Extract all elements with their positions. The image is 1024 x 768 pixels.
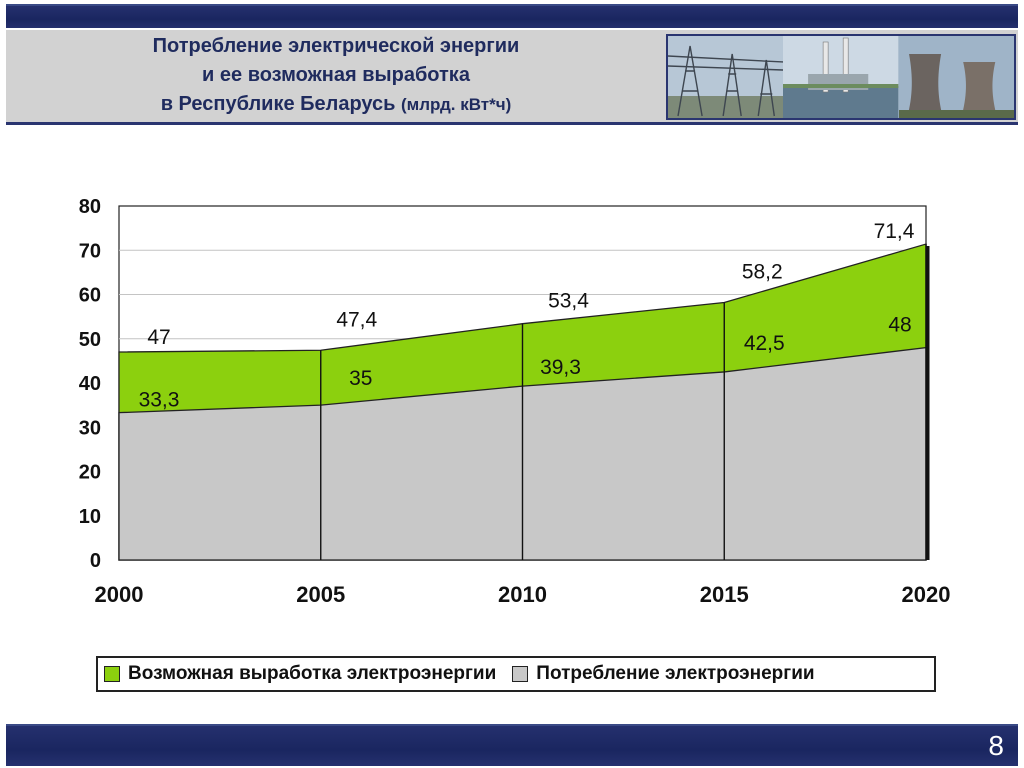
substation-photo <box>668 36 784 118</box>
top-decor-bar <box>0 0 1024 28</box>
legend-swatch-generation <box>104 666 120 682</box>
y-tick-label: 40 <box>79 373 101 395</box>
x-tick-label: 2000 <box>95 582 144 607</box>
chart-legend: Возможная выработка электроэнергии Потре… <box>96 656 936 692</box>
legend-item-consumption: Потребление электроэнергии <box>512 663 815 685</box>
powerplant-photo <box>783 36 899 118</box>
title-line-3: в Республике Беларусь (млрд. кВт*ч) <box>6 90 666 119</box>
data-label-generation: 71,4 <box>874 220 915 243</box>
y-tick-label: 80 <box>79 196 101 218</box>
y-tick-label: 30 <box>79 417 101 439</box>
x-tick-label: 2005 <box>296 582 345 607</box>
chart-svg: 0 10 20 30 40 50 60 70 80 2000 2005 2010 2015 2020 47 4… <box>79 196 951 607</box>
data-label-consumption: 39,3 <box>540 356 581 379</box>
y-tick-label: 60 <box>79 285 101 307</box>
title-unit: (млрд. кВт*ч) <box>401 95 512 114</box>
slide-title: Потребление электрической энергии и ее в… <box>6 32 666 122</box>
data-label-generation: 58,2 <box>742 260 783 283</box>
y-tick-label: 20 <box>79 462 101 484</box>
data-label-generation: 47,4 <box>336 308 377 331</box>
data-label-generation: 53,4 <box>548 290 589 313</box>
legend-swatch-consumption <box>512 666 529 682</box>
header-photo-strip <box>666 34 1016 120</box>
legend-label-consumption: Потребление электроэнергии <box>536 663 815 684</box>
x-tick-label: 2010 <box>498 582 547 607</box>
legend-item-generation: Возможная выработка электроэнергии <box>104 663 496 685</box>
data-label-generation: 47 <box>147 326 170 349</box>
title-line-3-text: в Республике Беларусь <box>160 93 396 115</box>
title-line-1: Потребление электрической энергии <box>152 35 520 57</box>
data-label-consumption: 42,5 <box>744 332 785 355</box>
y-tick-label: 70 <box>79 240 101 262</box>
y-tick-label: 0 <box>90 550 101 572</box>
data-label-consumption: 48 <box>888 314 911 337</box>
x-tick-label: 2020 <box>902 582 951 607</box>
slide-header: Потребление электрической энергии и ее в… <box>6 30 1018 125</box>
bottom-navy-bar: 8 <box>6 724 1018 766</box>
top-navy-stripe <box>6 4 1018 28</box>
area-chart: 0 10 20 30 40 50 60 70 80 2000 2005 2010 2015 2020 47 4… <box>60 188 960 618</box>
cooling-towers-photo <box>898 36 1014 118</box>
legend-label-generation: Возможная выработка электроэнергии <box>128 663 497 684</box>
title-line-2: и ее возможная выработка <box>202 64 470 86</box>
x-tick-label: 2015 <box>700 582 749 607</box>
page-number: 8 <box>988 730 1004 761</box>
data-label-consumption: 33,3 <box>139 389 180 412</box>
y-tick-label: 50 <box>79 329 101 351</box>
data-label-consumption: 35 <box>349 367 372 390</box>
y-tick-label: 10 <box>79 506 101 528</box>
